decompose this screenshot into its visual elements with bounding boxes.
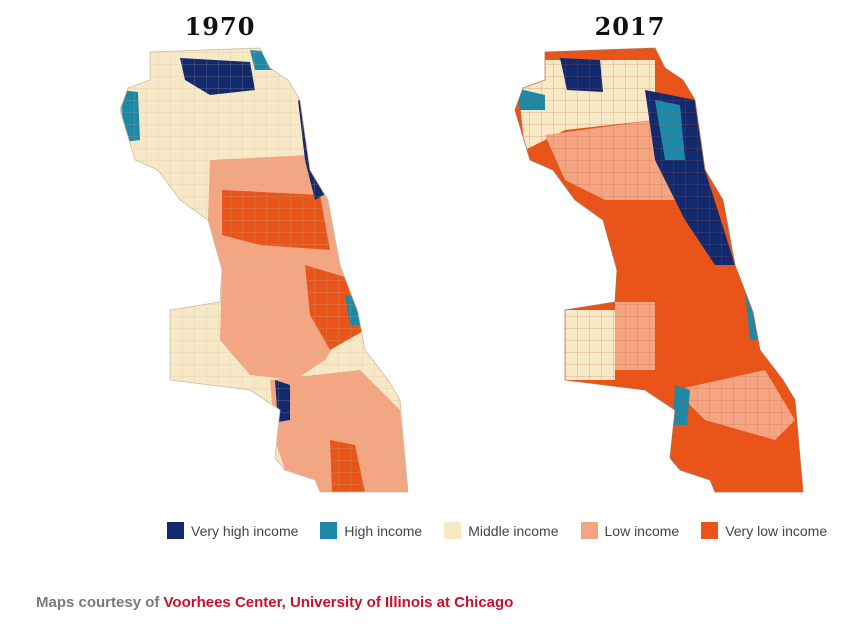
legend-swatch <box>444 522 462 539</box>
legend-swatch <box>167 522 184 539</box>
map-2017 <box>514 47 804 493</box>
legend-swatch <box>701 522 719 539</box>
map-credit: Maps courtesy of Voorhees Center, Univer… <box>36 594 513 611</box>
city-outline <box>514 47 804 493</box>
legend-item-very-low-income: Very low income <box>701 522 827 539</box>
legend-item-middle-income: Middle income <box>444 522 559 539</box>
legend-label: Middle income <box>468 522 559 539</box>
credit-prefix: Maps courtesy of <box>36 594 164 611</box>
legend-label: Very high income <box>191 522 299 539</box>
legend-item-high-income: High income <box>320 522 422 539</box>
city-outline <box>119 47 409 493</box>
map-title-1970: 1970 <box>184 12 256 41</box>
legend-label: Very low income <box>725 522 828 539</box>
tract-grid <box>515 48 803 492</box>
legend-item-very-high-income: Very high income <box>167 522 298 539</box>
legend-swatch <box>320 522 338 539</box>
map-title-2017: 2017 <box>594 12 666 41</box>
credit-source: Voorhees Center, University of Illinois … <box>163 594 514 611</box>
legend-label: Low income <box>604 522 680 539</box>
legend-swatch <box>580 522 598 539</box>
legend-item-low-income: Low income <box>580 522 680 539</box>
legend: Very high income High income Middle inco… <box>167 522 827 539</box>
tract-grid <box>120 48 408 492</box>
legend-label: High income <box>344 522 423 539</box>
map-1970 <box>119 47 409 493</box>
